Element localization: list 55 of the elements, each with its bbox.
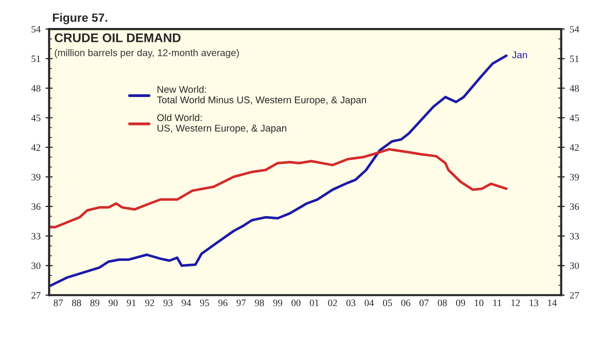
x-tick-label: 90 (108, 300, 118, 306)
x-tick-label: 96 (218, 300, 228, 306)
x-tick-label: 12 (511, 300, 520, 306)
y-tick-label: 51 (32, 56, 40, 62)
legend-label: Old World: US, Western Europe, & Japan (157, 114, 286, 134)
y2-tick-label: 39 (570, 174, 579, 180)
y2-tick-label: 27 (570, 292, 579, 299)
x-tick-label: 02 (328, 300, 337, 306)
x-tick-label: 03 (346, 300, 356, 306)
y2-tick-label: 54 (570, 26, 580, 33)
y-tick-label: 54 (32, 26, 41, 33)
legend-label: New World: Total World Minus US, Western Europe, & Japan (157, 86, 366, 106)
x-tick-label: 98 (254, 300, 264, 306)
y2-tick-label: 30 (570, 262, 579, 270)
x-tick-label: 14 (548, 300, 557, 306)
x-tick-label: 87 (54, 300, 63, 306)
y2-tick-label: 42 (570, 144, 579, 151)
x-tick-label: 04 (364, 300, 374, 306)
chart-title: CRUDE OIL DEMAND (54, 33, 181, 42)
x-tick-label: 88 (72, 300, 82, 306)
x-tick-label: 13 (530, 300, 538, 306)
y-tick-label: 36 (32, 203, 40, 210)
x-tick-label: 00 (292, 300, 301, 306)
y-tick-label: 33 (32, 232, 40, 240)
y-tick-label: 39 (32, 174, 40, 180)
y-tick-label: 48 (31, 85, 40, 92)
x-tick-label: 08 (438, 300, 447, 306)
x-tick-label: 05 (382, 300, 392, 306)
x-tick-label: 92 (145, 300, 154, 306)
y2-tick-label: 33 (570, 232, 579, 240)
x-tick-label: 95 (200, 300, 210, 306)
x-tick-label: 99 (273, 300, 282, 306)
y-tick-label: 27 (31, 292, 41, 299)
y2-tick-label: 51 (570, 56, 579, 62)
annotation: Jan (512, 51, 527, 58)
text: (million barrels per day, 12-month average) (54, 49, 239, 58)
x-tick-label: 06 (401, 300, 410, 306)
y-tick-label: 45 (31, 114, 40, 122)
x-tick-label: 09 (456, 300, 466, 306)
x-tick-label: 93 (163, 300, 172, 306)
x-tick-label: 11 (493, 300, 502, 306)
line-series (49, 148, 508, 228)
y2-tick-label: 48 (570, 85, 579, 92)
x-tick-label: 07 (420, 300, 429, 306)
y-tick-label: 30 (32, 262, 40, 270)
y2-tick-label: 45 (570, 114, 579, 122)
x-tick-label: 89 (90, 300, 100, 306)
x-tick-label: 01 (310, 300, 319, 306)
x-tick-label: 10 (474, 300, 484, 306)
caption: Figure 57. (52, 13, 108, 24)
x-tick-label: 91 (126, 300, 136, 306)
x-tick-label: 97 (236, 300, 246, 306)
y2-tick-label: 36 (570, 203, 579, 210)
x-tick-label: 94 (182, 300, 191, 306)
y-tick-label: 42 (31, 144, 40, 151)
